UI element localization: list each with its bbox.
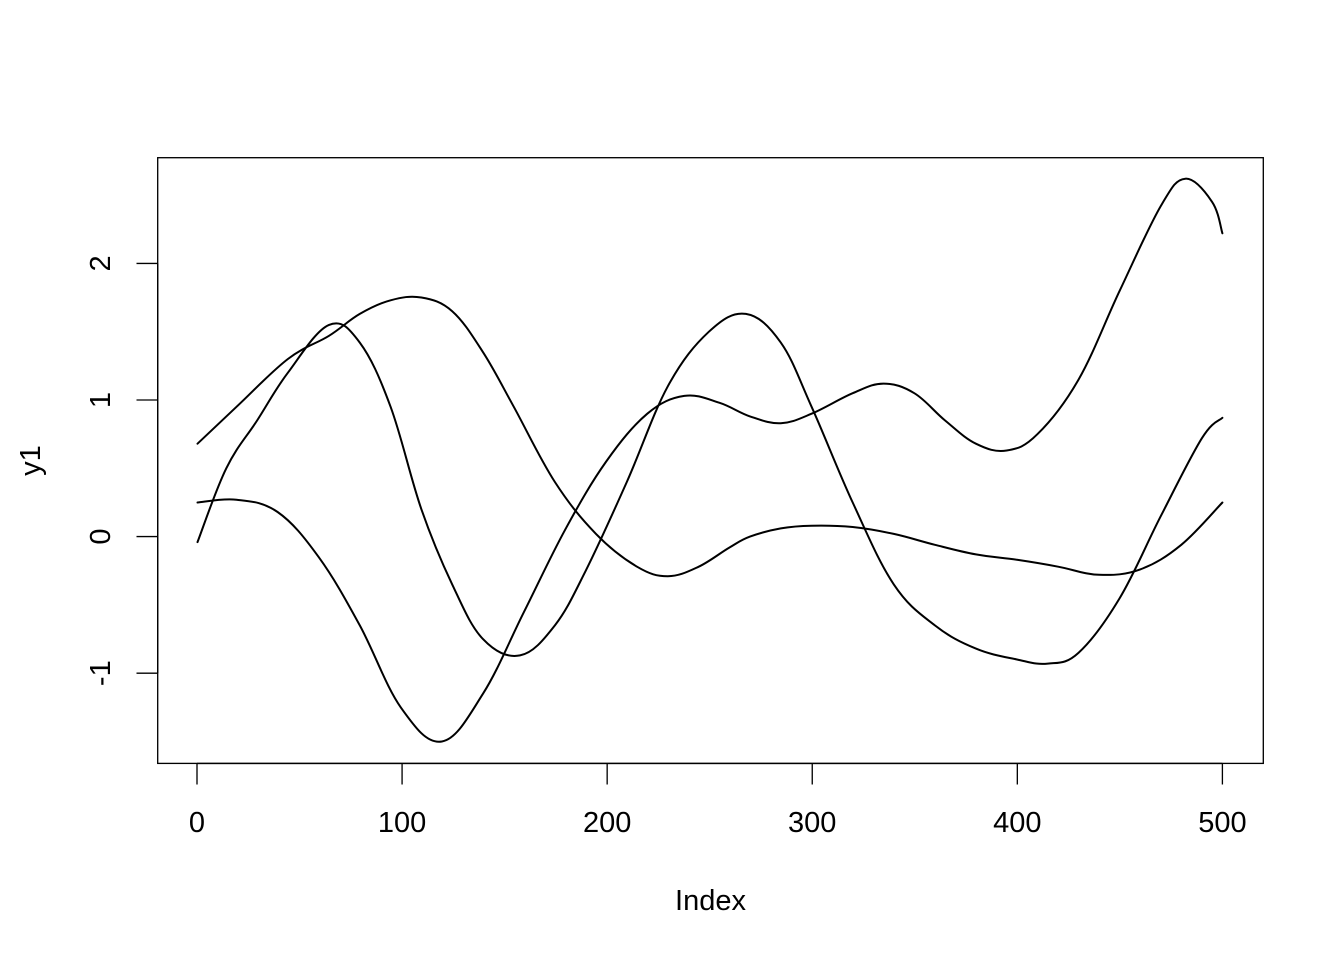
x-tick-label-200: 200 — [583, 807, 631, 839]
series-line-3 — [196, 177, 1224, 743]
y-axis-label: y1 — [15, 445, 47, 476]
y-tick-label-1: 1 — [85, 392, 117, 408]
series-line-2 — [196, 312, 1224, 665]
plot-frame — [157, 157, 1264, 765]
x-axis: 0 100 200 300 400 500 — [189, 762, 1247, 839]
x-tick-label-400: 400 — [993, 807, 1041, 839]
x-tick-label-100: 100 — [378, 807, 426, 839]
x-tick-label-0: 0 — [189, 807, 205, 839]
y-tick-label-2: 2 — [85, 255, 117, 271]
y-axis: -1 0 1 2 — [85, 255, 159, 686]
series-line-1 — [196, 295, 1224, 578]
x-axis-label: Index — [675, 885, 746, 917]
x-tick-label-500: 500 — [1198, 807, 1246, 839]
y-tick-label-0: 0 — [85, 529, 117, 545]
y-tick-label--1: -1 — [85, 660, 117, 686]
series-group — [196, 177, 1224, 743]
x-tick-label-300: 300 — [788, 807, 836, 839]
